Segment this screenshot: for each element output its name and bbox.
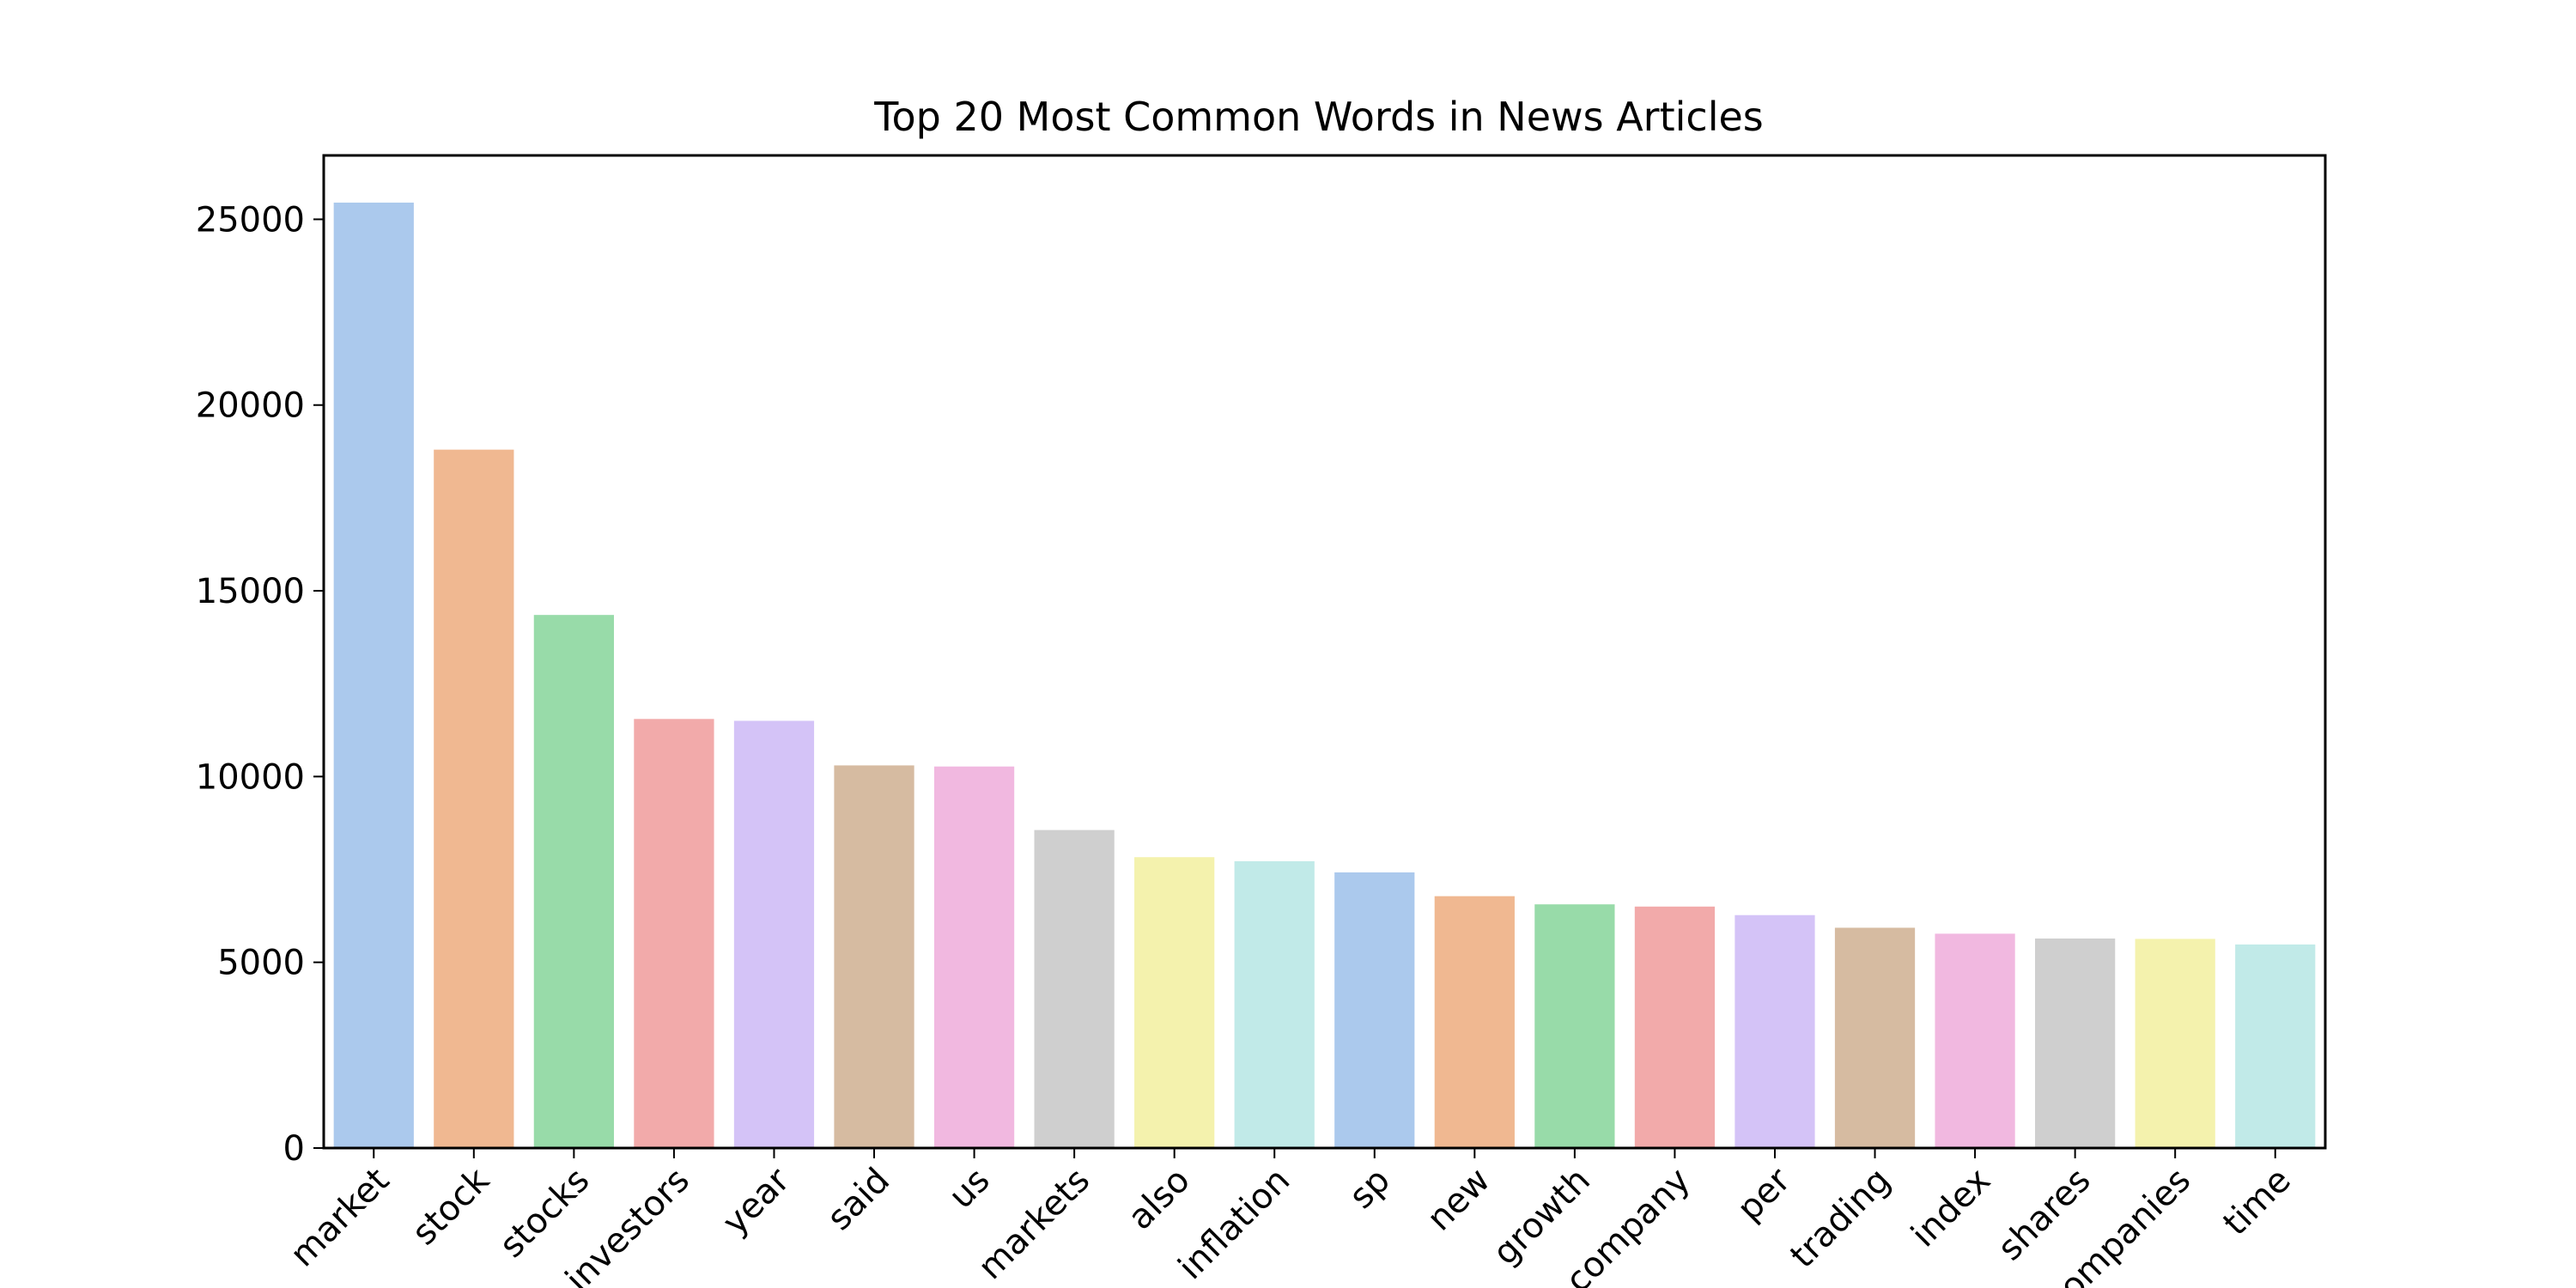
bar-market xyxy=(333,202,414,1149)
bar-markets xyxy=(1034,829,1115,1148)
bar-per xyxy=(1735,914,1815,1148)
bar-shares xyxy=(2035,938,2116,1148)
y-tick-label: 10000 xyxy=(196,757,305,797)
y-tick-label: 0 xyxy=(283,1129,305,1169)
bar-index xyxy=(1935,933,2015,1148)
bars-group xyxy=(333,202,2316,1149)
bar-growth xyxy=(1534,904,1615,1148)
bar-company xyxy=(1634,906,1716,1148)
bar-trading xyxy=(1834,927,1916,1148)
bar-year xyxy=(733,720,815,1148)
bar-stocks xyxy=(533,615,614,1148)
plot-frame xyxy=(322,154,2327,1150)
bar-also xyxy=(1134,857,1215,1148)
bar-time xyxy=(2235,944,2316,1148)
bar-investors xyxy=(634,719,714,1148)
bar-companies xyxy=(2135,939,2215,1148)
y-tick-label: 25000 xyxy=(196,200,305,240)
bar-sp xyxy=(1334,872,1415,1148)
bar-us xyxy=(933,766,1015,1148)
y-tick-label: 15000 xyxy=(196,572,305,611)
bar-said xyxy=(834,765,914,1148)
bar-inflation xyxy=(1234,861,1315,1148)
y-axis: 0 5000 10000 15000 20000 25000 xyxy=(196,200,324,1169)
y-tick-label: 5000 xyxy=(217,944,305,983)
bar-new xyxy=(1434,896,1515,1148)
bar-stock xyxy=(434,449,514,1148)
chart-title: Top 20 Most Common Words in News Article… xyxy=(873,94,1764,140)
y-tick-label: 20000 xyxy=(196,386,305,426)
